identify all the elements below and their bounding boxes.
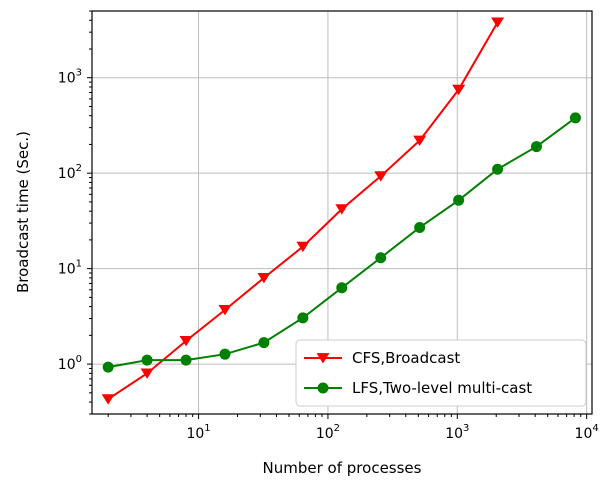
data-point	[141, 354, 153, 366]
plot-frame	[91, 10, 593, 415]
data-point	[375, 252, 387, 264]
data-point	[531, 141, 543, 153]
y-tick-label: 103	[58, 68, 82, 87]
series-lfs-two-level	[102, 112, 581, 373]
y-tick-label: 102	[58, 163, 82, 182]
x-tick-label: 104	[575, 423, 599, 442]
legend: CFS,Broadcast LFS,Two-level multi-cast	[295, 339, 587, 407]
ticks: 101 102 103 104 100 101 102 103	[58, 10, 599, 442]
data-point	[452, 84, 466, 96]
legend-label: LFS,Two-level multi-cast	[352, 379, 532, 397]
data-point	[296, 241, 310, 253]
data-point	[258, 337, 270, 349]
legend-swatch-marker	[317, 382, 329, 394]
data-point	[453, 194, 465, 206]
data-point	[491, 17, 505, 28]
data-point	[180, 354, 192, 366]
legend-label: CFS,Broadcast	[352, 349, 460, 367]
data-point	[257, 273, 271, 284]
x-tick-label: 103	[445, 423, 469, 442]
data-point	[414, 221, 426, 233]
data-point	[101, 394, 115, 405]
series-line	[107, 117, 577, 369]
x-axis-label: Number of processes	[263, 459, 422, 477]
x-tick-label: 101	[186, 423, 210, 442]
legend-box	[295, 339, 587, 407]
x-tick-label: 102	[316, 423, 340, 442]
data-point	[140, 368, 154, 379]
data-point	[219, 348, 231, 360]
data-point	[413, 135, 427, 147]
data-point	[297, 312, 309, 324]
data-point	[374, 171, 388, 182]
data-point	[336, 282, 348, 294]
data-point	[335, 204, 349, 215]
data-point	[569, 112, 581, 124]
legend-swatch-marker	[316, 353, 330, 364]
y-axis-label: Broadcast time (Sec.)	[14, 131, 32, 293]
series-layer	[101, 17, 581, 405]
data-point	[492, 163, 504, 175]
data-point	[179, 336, 193, 347]
data-point	[218, 304, 232, 316]
y-tick-label: 101	[58, 259, 82, 278]
series-cfs-broadcast	[101, 17, 505, 405]
y-tick-label: 100	[58, 354, 82, 373]
data-point	[102, 361, 114, 373]
